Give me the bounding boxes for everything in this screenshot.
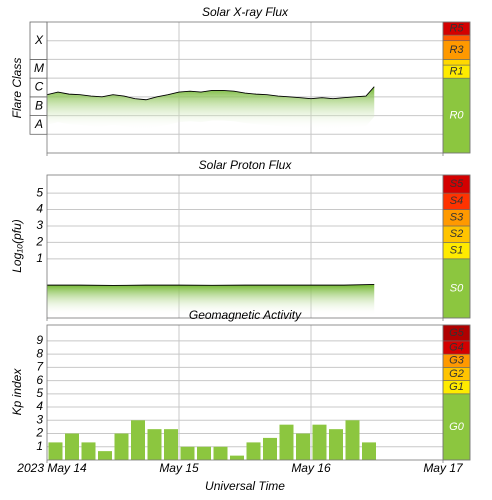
scale-label: S2 [450,228,463,240]
x-tick-label: May 16 [291,461,331,475]
bar [81,442,96,460]
scale-label: S1 [450,245,463,257]
scale-label: G0 [449,421,465,433]
bar [263,437,277,460]
bar [114,433,129,460]
y-tick-label: 2 [35,426,43,440]
panel-title: Solar X-ray Flux [202,5,289,19]
class-label: C [35,80,44,94]
y-tick-label: 2 [35,235,43,249]
bar [345,420,360,460]
scale-label: G2 [449,368,464,380]
y-tick-label: 1 [36,439,43,453]
x-axis-label: Universal Time [205,479,285,493]
scale-band [442,34,471,42]
bar [329,429,343,460]
bar [246,442,261,460]
y-tick-label: 1 [36,251,43,265]
y-tick-label: 3 [36,218,43,232]
bar [147,429,162,460]
bar [296,433,310,460]
y-tick-label: 6 [36,373,43,387]
scale-band [442,59,471,66]
plot-area [47,22,443,153]
class-label: X [34,33,44,47]
scale-label: S5 [450,178,464,190]
y-axis-label: Kp index [10,368,24,416]
plot-border [46,21,471,154]
panel-title: Geomagnetic Activity [189,308,302,322]
scale-label: R3 [449,44,464,56]
bar [65,433,79,460]
bar [312,424,327,460]
bar [164,429,178,460]
bar [213,446,228,460]
y-tick-label: 7 [36,360,44,374]
y-axis-label: Log₁₀(pfu) [10,219,24,273]
scale-label: R5 [449,22,464,34]
plot-border [46,324,471,461]
bar [197,446,211,460]
x-tick-label: May 15 [159,461,199,475]
scale-band [442,258,471,319]
scale-label: G3 [449,355,465,367]
panel-title: Solar Proton Flux [199,158,293,172]
scale-label: S3 [450,212,464,224]
y-axis-label: Flare Class [10,58,24,119]
scale-label: R0 [449,109,464,121]
flux-area [47,284,375,316]
y-tick-label: 9 [36,333,43,347]
plot-border [46,174,471,319]
y-tick-label: 8 [36,346,43,360]
bar [131,420,145,460]
flux-line [46,86,375,101]
scale-label: R1 [449,66,463,78]
y-tick-label: 5 [36,386,43,400]
class-label: A [34,117,43,131]
scale-label: S0 [450,282,464,294]
y-tick-label: 5 [36,185,43,199]
y-tick-label: 3 [36,412,43,426]
bar [362,442,376,460]
x-tick-label: May 17 [423,461,464,475]
scale-band [442,393,471,461]
scale-label: G5 [449,327,465,339]
x-tick-label: 2023 May 14 [16,461,87,475]
bar [279,424,294,460]
bar [180,446,195,460]
plot-area [47,325,443,460]
class-label: M [34,61,44,75]
y-tick-label: 4 [36,399,43,413]
flux-line [47,284,375,286]
bar [98,451,112,460]
scale-label: G1 [449,381,464,393]
scale-label: G4 [449,341,464,353]
bar [48,442,63,460]
bar [230,455,244,460]
scale-label: S4 [450,195,463,207]
y-tick-label: 4 [36,202,43,216]
class-label: B [35,98,43,112]
